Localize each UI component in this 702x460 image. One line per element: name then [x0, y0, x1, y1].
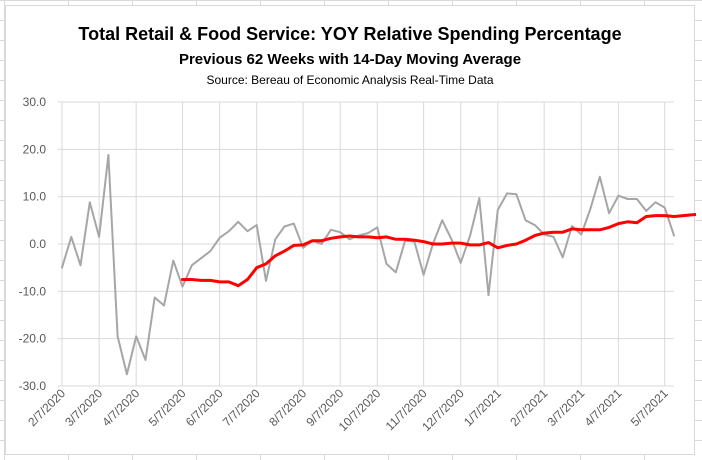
x-tick-label: 2/7/2021: [507, 386, 550, 429]
x-tick-label: 6/7/2020: [183, 386, 226, 429]
moving-average-line: [181, 213, 696, 288]
chart-source: Source: Bereau of Economic Analysis Real…: [206, 73, 494, 87]
chart-subtitle: Previous 62 Weeks with 14-Day Moving Ave…: [178, 51, 522, 68]
y-tick-label: 10.0: [23, 190, 47, 204]
y-tick-label: -30.0: [19, 379, 47, 393]
y-tick-label: 20.0: [23, 142, 47, 156]
plot-area: 30.020.010.00.0-10.0-20.0-30.02/7/20203/…: [19, 95, 696, 434]
x-tick-label: 4/7/2020: [99, 386, 142, 429]
x-tick-label: 1/7/2021: [461, 386, 504, 429]
y-tick-label: -20.0: [19, 332, 47, 346]
weekly-spending-line: [61, 154, 675, 376]
x-tick-label: 8/7/2020: [266, 386, 309, 429]
chart-area[interactable]: Total Retail & Food Service: YOY Relativ…: [5, 5, 696, 455]
x-tick-label: 5/7/2021: [628, 386, 671, 429]
x-tick-label: 3/7/2020: [62, 386, 105, 429]
y-tick-label: 0.0: [29, 237, 46, 251]
x-tick-label: 5/7/2020: [146, 386, 189, 429]
y-tick-label: 30.0: [23, 95, 47, 109]
x-tick-label: 7/7/2020: [220, 386, 263, 429]
y-tick-label: -10.0: [19, 284, 47, 298]
x-tick-label: 4/7/2021: [582, 386, 625, 429]
x-tick-label: 3/7/2021: [544, 386, 587, 429]
chart-title: Total Retail & Food Service: YOY Relativ…: [78, 24, 622, 44]
